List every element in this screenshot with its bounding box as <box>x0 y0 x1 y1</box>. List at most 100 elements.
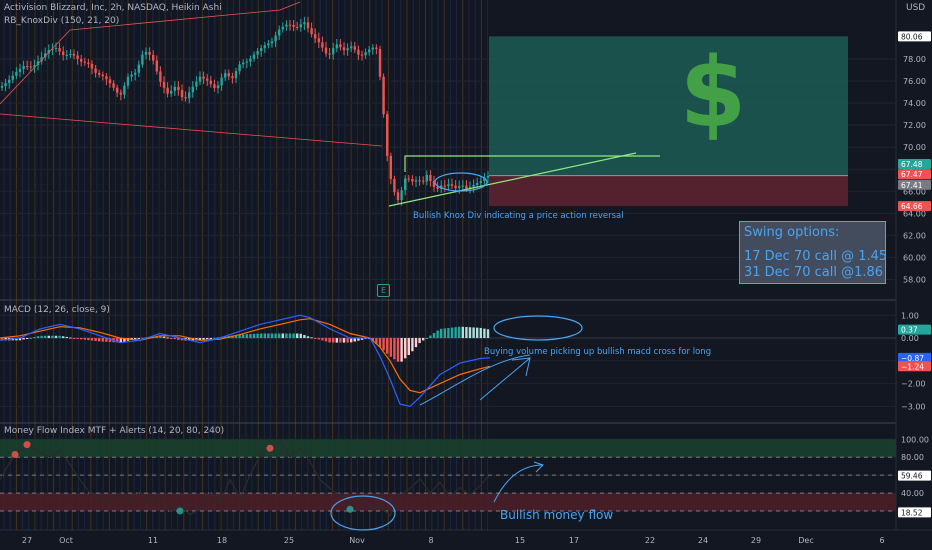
swing-options-title: Swing options: <box>744 225 840 240</box>
price-candle <box>339 44 342 48</box>
macd-histogram-bar <box>162 336 166 339</box>
macd-histogram-bar <box>375 338 378 344</box>
price-candle <box>267 43 270 46</box>
price-candle <box>314 34 317 39</box>
macd-histogram-bar <box>62 336 65 339</box>
price-candle <box>468 186 472 189</box>
price-candle <box>80 58 83 62</box>
price-candle <box>411 178 414 182</box>
time-tick-label: 6 <box>879 536 884 545</box>
macd-histogram-bar <box>386 338 389 354</box>
price-candle <box>328 53 331 55</box>
divergence-trendline <box>0 113 383 147</box>
price-candle <box>116 87 119 93</box>
macd-histogram-bar <box>170 338 173 340</box>
price-candle <box>15 71 18 76</box>
price-candle <box>234 71 238 79</box>
price-candle <box>252 54 256 59</box>
price-candle <box>72 53 76 56</box>
time-tick-label: Dec <box>798 536 813 545</box>
price-tick-label: 78.00 <box>903 55 926 64</box>
price-candle <box>483 177 486 181</box>
macd-histogram-bar <box>134 338 137 340</box>
price-candle <box>476 182 479 185</box>
price-candle <box>432 180 436 187</box>
earnings-badge[interactable]: E <box>377 284 390 297</box>
macd-histogram-bar <box>296 333 299 339</box>
time-tick-label: 24 <box>698 536 708 545</box>
time-tick-label: 25 <box>284 536 294 545</box>
mfi-last-label-bg <box>898 470 931 481</box>
macd-histogram-bar <box>216 337 220 339</box>
price-candle <box>98 72 101 75</box>
price-tick-label: 76.00 <box>903 77 926 86</box>
macd-histogram-bar <box>47 335 50 339</box>
price-candle <box>353 46 356 50</box>
price-candle <box>65 54 68 56</box>
price-candle <box>321 42 324 48</box>
price-candle <box>422 180 425 182</box>
price-candle <box>119 92 122 95</box>
price-tick-label: 58.00 <box>903 275 926 284</box>
price-candle <box>159 71 162 82</box>
price-candle <box>130 74 133 77</box>
indicator-label: RB_KnoxDiv (150, 21, 20) <box>4 16 120 26</box>
price-candle <box>202 76 205 79</box>
mfi-tick-label: 100.00 <box>901 435 929 444</box>
macd-histogram-bar <box>238 334 241 339</box>
price-candle <box>400 190 403 201</box>
macd-histogram-bar <box>141 337 144 339</box>
macd-histogram-bar <box>418 338 421 344</box>
macd-histogram-bar <box>33 337 36 339</box>
price-candle <box>87 62 90 64</box>
macd-histogram-bar <box>188 338 191 341</box>
macd-histogram-bar <box>422 338 425 341</box>
macd-histogram-bar <box>278 333 281 339</box>
profit-target-zone[interactable] <box>489 36 848 176</box>
macd-histogram-bar <box>256 333 259 339</box>
price-candle <box>206 78 209 81</box>
macd-histogram-bar <box>425 337 428 339</box>
price-candle <box>58 48 61 52</box>
macd-histogram-bar <box>166 337 169 339</box>
price-candle <box>40 57 43 62</box>
price-candle <box>332 48 335 55</box>
knox-div-circle <box>434 172 488 192</box>
price-candle <box>216 85 220 89</box>
price-candle <box>242 62 245 65</box>
macd-histogram-bar <box>224 336 227 339</box>
swing-options-box[interactable]: Swing options: 17 Dec 70 call @ 1.45 31 … <box>739 221 887 284</box>
breakout-line <box>404 155 660 172</box>
price-candle <box>256 51 259 55</box>
macd-histogram-bar <box>285 333 288 339</box>
price-last-label: 67.47 <box>901 170 923 179</box>
price-candle <box>29 66 32 68</box>
stop-loss-zone[interactable] <box>489 175 848 207</box>
macd-histogram-bar <box>310 337 313 339</box>
price-candle <box>195 81 198 87</box>
resistance-trendline <box>0 1 301 105</box>
price-candle <box>350 46 353 49</box>
price-candle <box>191 86 194 93</box>
macd-histogram-bar <box>15 338 18 341</box>
price-candle <box>231 76 234 79</box>
price-candle <box>177 86 180 91</box>
price-candle <box>54 48 58 50</box>
price-candle <box>238 64 241 72</box>
currency-label: USD <box>906 3 926 13</box>
mfi-oversold-band <box>0 493 896 512</box>
macd-tick-label: −3.00 <box>901 402 926 411</box>
macd-histogram-bar <box>18 338 22 341</box>
price-candle <box>83 61 86 63</box>
macd-histogram-bar <box>76 338 79 340</box>
macd-histogram-bar <box>80 338 83 340</box>
macd-histogram-bar <box>90 338 94 341</box>
time-tick-label: 17 <box>569 536 579 545</box>
price-candle <box>180 90 184 98</box>
swing-option-line: 31 Dec 70 call @1.86 <box>744 265 884 280</box>
macd-histogram-bar <box>465 327 468 339</box>
time-tick-label: 22 <box>645 536 655 545</box>
price-candle <box>4 83 7 87</box>
price-candle <box>170 90 173 94</box>
macd-histogram-bar <box>357 338 360 341</box>
